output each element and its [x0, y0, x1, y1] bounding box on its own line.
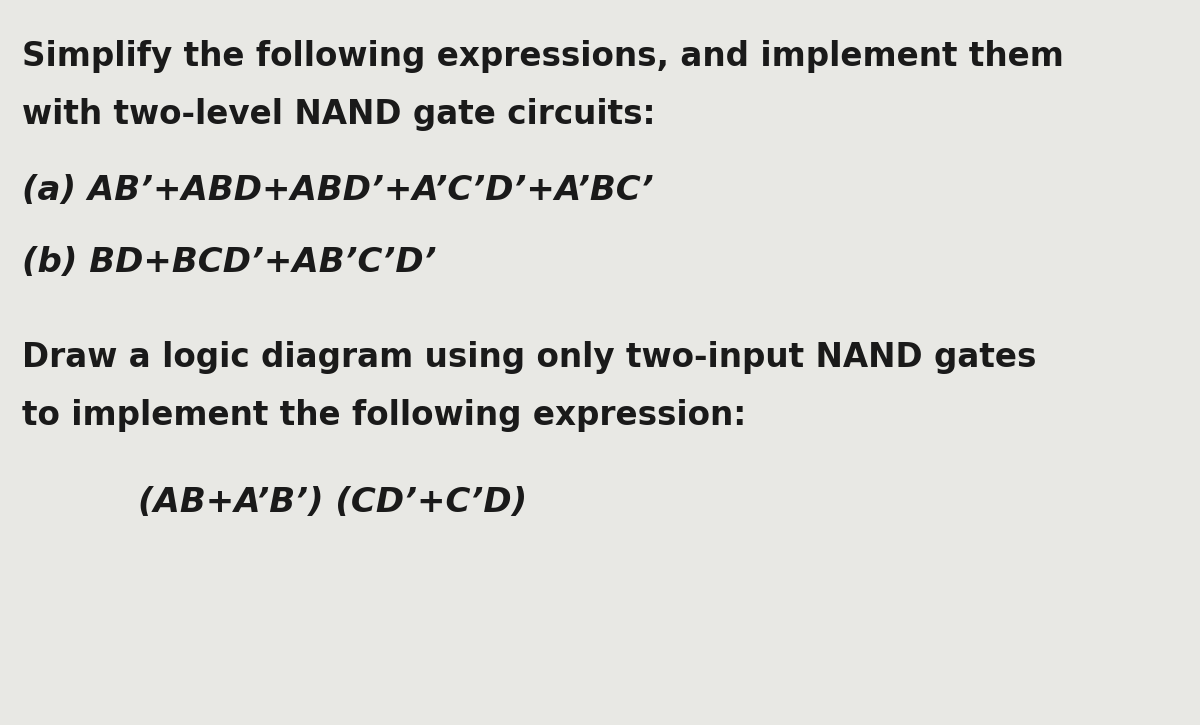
Text: (b) BD+BCD’+AB’C’D’: (b) BD+BCD’+AB’C’D’: [22, 247, 436, 280]
Text: (AB+A’B’) (CD’+C’D): (AB+A’B’) (CD’+C’D): [138, 486, 527, 519]
Text: to implement the following expression:: to implement the following expression:: [22, 399, 746, 432]
Text: Draw a logic diagram using only two-input NAND gates: Draw a logic diagram using only two-inpu…: [22, 341, 1036, 374]
Text: with two-level NAND gate circuits:: with two-level NAND gate circuits:: [22, 98, 655, 131]
Text: (a) AB’+ABD+ABD’+A’C’D’+A’BC’: (a) AB’+ABD+ABD’+A’C’D’+A’BC’: [22, 174, 653, 207]
Text: Simplify the following expressions, and implement them: Simplify the following expressions, and …: [22, 40, 1063, 73]
